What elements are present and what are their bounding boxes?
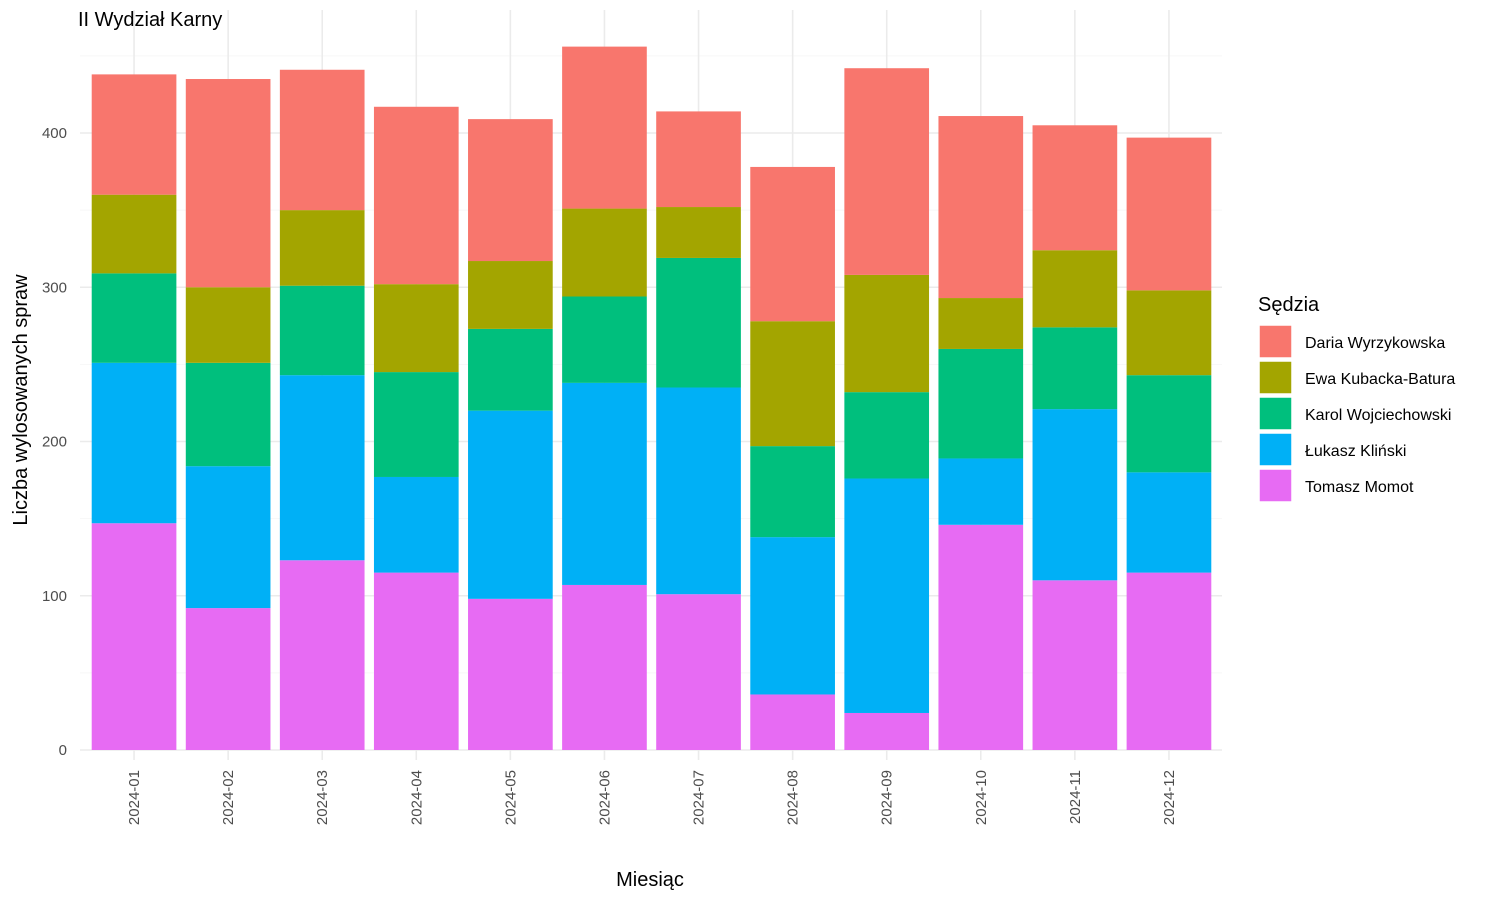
y-tick-label: 100 bbox=[42, 588, 67, 605]
bar-segment bbox=[562, 208, 647, 297]
bar-segment bbox=[656, 257, 741, 388]
bar-segment bbox=[185, 287, 271, 363]
bar-segment bbox=[1126, 375, 1212, 473]
bar-segment bbox=[750, 321, 835, 447]
bar-segment bbox=[844, 712, 930, 750]
bar-segment bbox=[844, 68, 930, 275]
y-tick-label: 300 bbox=[42, 279, 67, 296]
x-axis-ticks: 2024-01 2024-02 2024-03 2024-04 2024-05 2024-… bbox=[126, 770, 1178, 825]
x-tick-label: 2024-12 bbox=[1161, 770, 1178, 825]
y-axis-title: Liczba wylosowanych spraw bbox=[10, 274, 32, 526]
bar-segment bbox=[468, 328, 553, 411]
bar-segment bbox=[844, 392, 930, 479]
bar-segment bbox=[91, 74, 177, 195]
bar-segment bbox=[750, 694, 835, 750]
bar-segment bbox=[938, 116, 1024, 299]
x-tick-label: 2024-03 bbox=[314, 770, 331, 825]
x-tick-label: 2024-06 bbox=[596, 770, 613, 825]
bar-segment bbox=[938, 458, 1024, 525]
x-tick-label: 2024-11 bbox=[1067, 770, 1084, 824]
bar-segment bbox=[373, 284, 459, 373]
bar-segment bbox=[938, 524, 1024, 750]
bar-segment bbox=[91, 273, 177, 363]
legend-title: Sędzia bbox=[1258, 294, 1320, 316]
bar-segment bbox=[468, 119, 553, 262]
bar-segment bbox=[1126, 290, 1212, 376]
bar-segment bbox=[91, 362, 177, 524]
y-axis-ticks: 0 100 200 300 400 bbox=[42, 125, 67, 759]
bar-segment bbox=[562, 382, 647, 585]
bar-segment bbox=[656, 207, 741, 258]
bar-segment bbox=[1126, 572, 1212, 750]
x-tick-label: 2024-10 bbox=[973, 770, 990, 825]
x-tick-label: 2024-05 bbox=[502, 770, 519, 825]
bar-segment bbox=[1032, 580, 1118, 750]
bar-segment bbox=[562, 46, 647, 209]
bar-segment bbox=[1032, 125, 1118, 251]
bar-segment bbox=[656, 594, 741, 750]
bar-segment bbox=[185, 79, 271, 288]
legend-label: Daria Wyrzykowska bbox=[1305, 335, 1445, 352]
bar-segment bbox=[279, 69, 365, 211]
legend-label: Karol Wojciechowski bbox=[1305, 407, 1451, 424]
bar-segment bbox=[185, 466, 271, 609]
bar-segment bbox=[185, 362, 271, 467]
bar-segment bbox=[468, 261, 553, 329]
legend-key bbox=[1258, 360, 1293, 395]
legend-key bbox=[1258, 432, 1293, 467]
bar-segment bbox=[750, 446, 835, 538]
y-tick-label: 400 bbox=[42, 125, 67, 142]
bar-segment bbox=[562, 296, 647, 383]
bar-segment bbox=[279, 210, 365, 286]
legend-label: Łukasz Kliński bbox=[1305, 443, 1406, 460]
legend-label: Tomasz Momot bbox=[1305, 479, 1414, 496]
bar-segment bbox=[373, 572, 459, 750]
x-tick-label: 2024-09 bbox=[879, 770, 896, 825]
bar-segment bbox=[1032, 409, 1118, 581]
y-tick-label: 200 bbox=[42, 434, 67, 451]
legend-key bbox=[1258, 324, 1293, 359]
bar-segment bbox=[938, 298, 1024, 349]
bar-segment bbox=[1126, 472, 1212, 573]
bar-segment bbox=[91, 194, 177, 274]
bar-segment bbox=[562, 584, 647, 750]
x-tick-label: 2024-04 bbox=[408, 770, 425, 825]
bar-segment bbox=[1032, 250, 1118, 328]
bar-segment bbox=[373, 106, 459, 285]
bar-segment bbox=[91, 523, 177, 750]
bar-segment bbox=[279, 560, 365, 750]
bars bbox=[91, 46, 1212, 750]
bar-segment bbox=[1032, 327, 1118, 410]
legend: Sędzia Daria Wyrzykowska Ewa Kubacka-Batu… bbox=[1258, 294, 1455, 503]
bar-segment bbox=[185, 608, 271, 750]
legend-key bbox=[1258, 396, 1293, 431]
x-tick-label: 2024-07 bbox=[691, 770, 708, 825]
bar-segment bbox=[279, 375, 365, 561]
chart-title: II Wydział Karny bbox=[78, 9, 222, 31]
bar-segment bbox=[750, 166, 835, 322]
bar-segment bbox=[279, 285, 365, 376]
bar-segment bbox=[938, 348, 1024, 459]
bar-segment bbox=[373, 372, 459, 477]
x-axis-title: Miesiąc bbox=[616, 869, 684, 891]
bar-segment bbox=[468, 410, 553, 599]
bar-segment bbox=[373, 476, 459, 573]
x-tick-label: 2024-02 bbox=[220, 770, 237, 825]
bar-segment bbox=[844, 478, 930, 713]
legend-label: Ewa Kubacka-Batura bbox=[1305, 371, 1455, 388]
legend-key bbox=[1258, 468, 1293, 503]
x-tick-label: 2024-01 bbox=[126, 770, 143, 825]
bar-segment bbox=[844, 274, 930, 393]
y-tick-label: 0 bbox=[59, 742, 67, 759]
bar-segment bbox=[750, 537, 835, 695]
bar-segment bbox=[468, 598, 553, 750]
x-tick-label: 2024-08 bbox=[785, 770, 802, 825]
bar-segment bbox=[656, 387, 741, 595]
bar-segment bbox=[656, 111, 741, 208]
bar-segment bbox=[1126, 137, 1212, 291]
